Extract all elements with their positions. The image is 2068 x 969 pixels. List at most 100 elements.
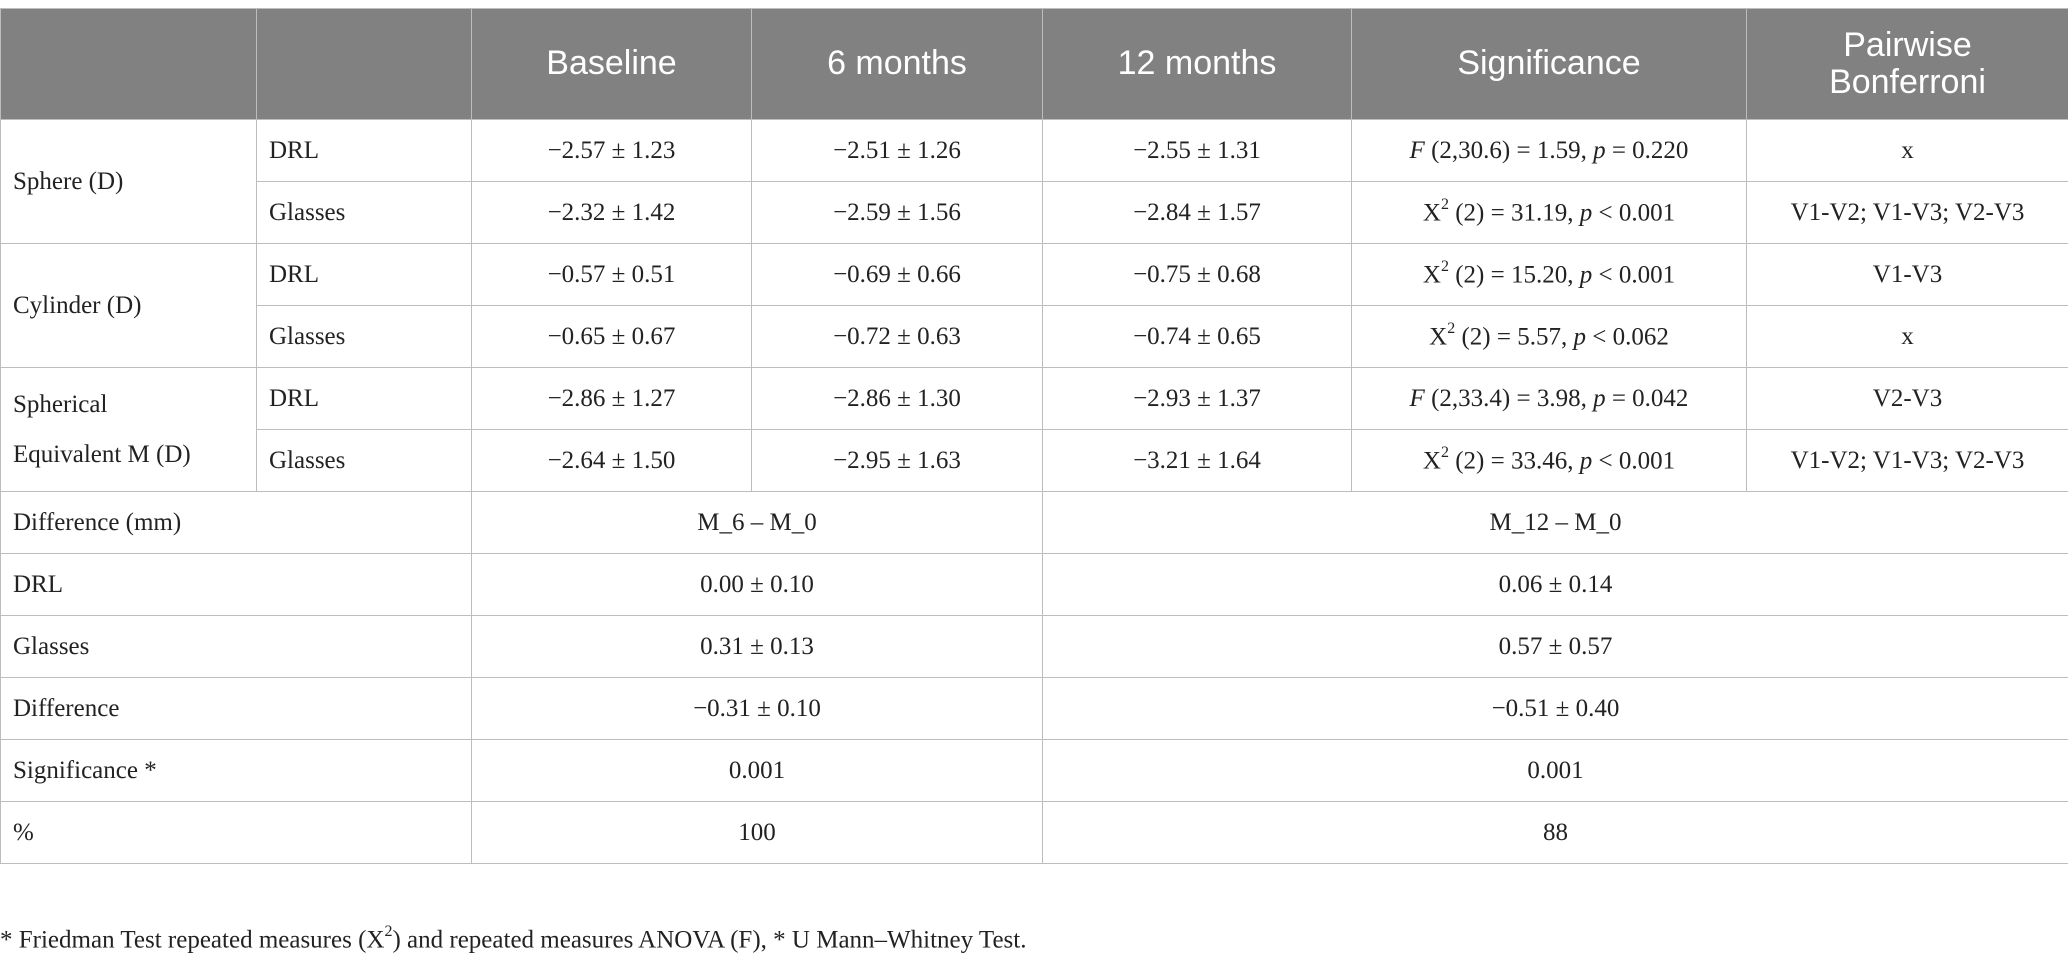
difference-label: DRL <box>0 553 472 616</box>
difference-col-12: 0.001 <box>1042 739 2068 802</box>
superscript: 2 <box>1440 443 1449 461</box>
baseline-cell: −0.65 ± 0.67 <box>471 305 752 368</box>
difference-row-drl: DRL 0.00 ± 0.10 0.06 ± 0.14 <box>0 553 2068 616</box>
superscript: 2 <box>1447 319 1456 337</box>
header-pairwise-bonferroni: Pairwise Bonferroni <box>1746 8 2068 120</box>
difference-header-row: Difference (mm) M_6 – M_0 M_12 – M_0 <box>0 491 2068 554</box>
difference-label: Difference (mm) <box>0 491 472 554</box>
difference-col-12: M_12 – M_0 <box>1042 491 2068 554</box>
group-label-line-2: Equivalent M (D) <box>13 440 191 468</box>
baseline-cell: −0.57 ± 0.51 <box>471 243 752 306</box>
p-symbol: p <box>1593 384 1606 412</box>
six-month-cell: −2.59 ± 1.56 <box>751 181 1043 244</box>
method-cell: DRL <box>256 119 472 182</box>
difference-col-6: 100 <box>471 801 1043 864</box>
pairwise-cell: x <box>1746 119 2068 182</box>
footnote-part-1: * Friedman Test repeated measures (X <box>0 926 385 954</box>
twelve-month-cell: −0.74 ± 0.65 <box>1042 305 1352 368</box>
stat-symbol: X <box>1422 261 1441 289</box>
p-symbol: p <box>1579 199 1593 227</box>
p-symbol: p <box>1593 136 1606 164</box>
group-label-sphere: Sphere (D) <box>0 119 257 244</box>
p-value: < 0.001 <box>1592 199 1676 227</box>
method-cell: Glasses <box>256 181 472 244</box>
table-row: Spherical Equivalent M (D) DRL −2.86 ± 1.… <box>0 367 2068 492</box>
difference-row-significance: Significance * 0.001 0.001 <box>0 739 2068 802</box>
table-footnote: * Friedman Test repeated measures (X2) a… <box>0 923 2068 954</box>
difference-col-6: −0.31 ± 0.10 <box>471 677 1043 740</box>
difference-label: % <box>0 801 472 864</box>
twelve-month-cell: −2.84 ± 1.57 <box>1042 181 1352 244</box>
results-table: Baseline 6 months 12 months Significance… <box>0 8 2068 864</box>
method-cell: DRL <box>256 367 472 430</box>
stat-value: (2) = 31.19, <box>1448 199 1580 227</box>
difference-col-6: 0.00 ± 0.10 <box>471 553 1043 616</box>
pairwise-cell: V1-V3 <box>1746 243 2068 306</box>
twelve-month-cell: −2.55 ± 1.31 <box>1042 119 1352 182</box>
stat-value: (2,30.6) = 1.59, <box>1424 136 1594 164</box>
table-row: Cylinder (D) DRL −0.57 ± 0.51 −0.69 ± 0.… <box>0 243 2068 368</box>
six-month-cell: −2.51 ± 1.26 <box>751 119 1043 182</box>
twelve-month-cell: −3.21 ± 1.64 <box>1042 429 1352 492</box>
group-label-cylinder: Cylinder (D) <box>0 243 257 368</box>
difference-col-12: 0.57 ± 0.57 <box>1042 615 2068 678</box>
significance-cell: X2 (2) = 33.46, p < 0.001 <box>1351 429 1747 492</box>
six-month-cell: −0.69 ± 0.66 <box>751 243 1043 306</box>
pairwise-cell: V1-V2; V1-V3; V2-V3 <box>1746 181 2068 244</box>
p-value: = 0.220 <box>1605 136 1689 164</box>
difference-label: Significance * <box>0 739 472 802</box>
difference-label: Difference <box>0 677 472 740</box>
stat-value: (2) = 5.57, <box>1455 323 1574 351</box>
significance-cell: X2 (2) = 15.20, p < 0.001 <box>1351 243 1747 306</box>
p-symbol: p <box>1579 447 1593 475</box>
difference-row-difference: Difference −0.31 ± 0.10 −0.51 ± 0.40 <box>0 677 2068 740</box>
stat-value: (2,33.4) = 3.98, <box>1424 384 1594 412</box>
six-month-cell: −2.95 ± 1.63 <box>751 429 1043 492</box>
p-value: < 0.001 <box>1592 261 1676 289</box>
stat-symbol: X <box>1429 323 1448 351</box>
table-row: Glasses −2.32 ± 1.42 −2.59 ± 1.56 −2.84 … <box>1 181 2068 244</box>
header-empty-2 <box>256 8 472 120</box>
table-row: Glasses −2.64 ± 1.50 −2.95 ± 1.63 −3.21 … <box>1 429 2068 492</box>
group-label-line-1: Spherical <box>13 390 108 418</box>
significance-cell: X2 (2) = 5.57, p < 0.062 <box>1351 305 1747 368</box>
method-cell: DRL <box>256 243 472 306</box>
difference-label: Glasses <box>0 615 472 678</box>
header-significance: Significance <box>1351 8 1747 120</box>
superscript: 2 <box>1440 257 1449 275</box>
six-month-cell: −2.86 ± 1.30 <box>751 367 1043 430</box>
difference-col-12: 88 <box>1042 801 2068 864</box>
six-month-cell: −0.72 ± 0.63 <box>751 305 1043 368</box>
difference-col-6: 0.31 ± 0.13 <box>471 615 1043 678</box>
header-row: Baseline 6 months 12 months Significance… <box>0 8 2068 120</box>
pairwise-cell: x <box>1746 305 2068 368</box>
table-row: Sphere (D) DRL −2.57 ± 1.23 −2.51 ± 1.26… <box>0 119 2068 244</box>
twelve-month-cell: −2.93 ± 1.37 <box>1042 367 1352 430</box>
table-row: Glasses −0.65 ± 0.67 −0.72 ± 0.63 −0.74 … <box>1 305 2068 368</box>
stat-value: (2) = 15.20, <box>1448 261 1580 289</box>
significance-cell: F (2,33.4) = 3.98, p = 0.042 <box>1351 367 1747 430</box>
difference-col-12: −0.51 ± 0.40 <box>1042 677 2068 740</box>
method-cell: Glasses <box>256 305 472 368</box>
pairwise-cell: V1-V2; V1-V3; V2-V3 <box>1746 429 2068 492</box>
difference-col-12: 0.06 ± 0.14 <box>1042 553 2068 616</box>
method-cell: Glasses <box>256 429 472 492</box>
stat-value: (2) = 33.46, <box>1448 447 1580 475</box>
p-value: < 0.062 <box>1585 323 1669 351</box>
stat-symbol: X <box>1422 199 1441 227</box>
difference-row-glasses: Glasses 0.31 ± 0.13 0.57 ± 0.57 <box>0 615 2068 678</box>
p-symbol: p <box>1573 323 1586 351</box>
pairwise-cell: V2-V3 <box>1746 367 2068 430</box>
baseline-cell: −2.64 ± 1.50 <box>471 429 752 492</box>
header-12-months: 12 months <box>1042 8 1352 120</box>
stat-symbol: F <box>1409 136 1425 164</box>
difference-col-6: M_6 – M_0 <box>471 491 1043 554</box>
p-value: = 0.042 <box>1605 384 1689 412</box>
stat-symbol: X <box>1422 447 1441 475</box>
superscript: 2 <box>1440 195 1449 213</box>
stat-symbol: F <box>1409 384 1425 412</box>
significance-cell: X2 (2) = 31.19, p < 0.001 <box>1351 181 1747 244</box>
significance-cell: F (2,30.6) = 1.59, p = 0.220 <box>1351 119 1747 182</box>
header-6-months: 6 months <box>751 8 1043 120</box>
footnote-part-2: ) and repeated measures ANOVA (F), * U M… <box>392 926 1027 954</box>
